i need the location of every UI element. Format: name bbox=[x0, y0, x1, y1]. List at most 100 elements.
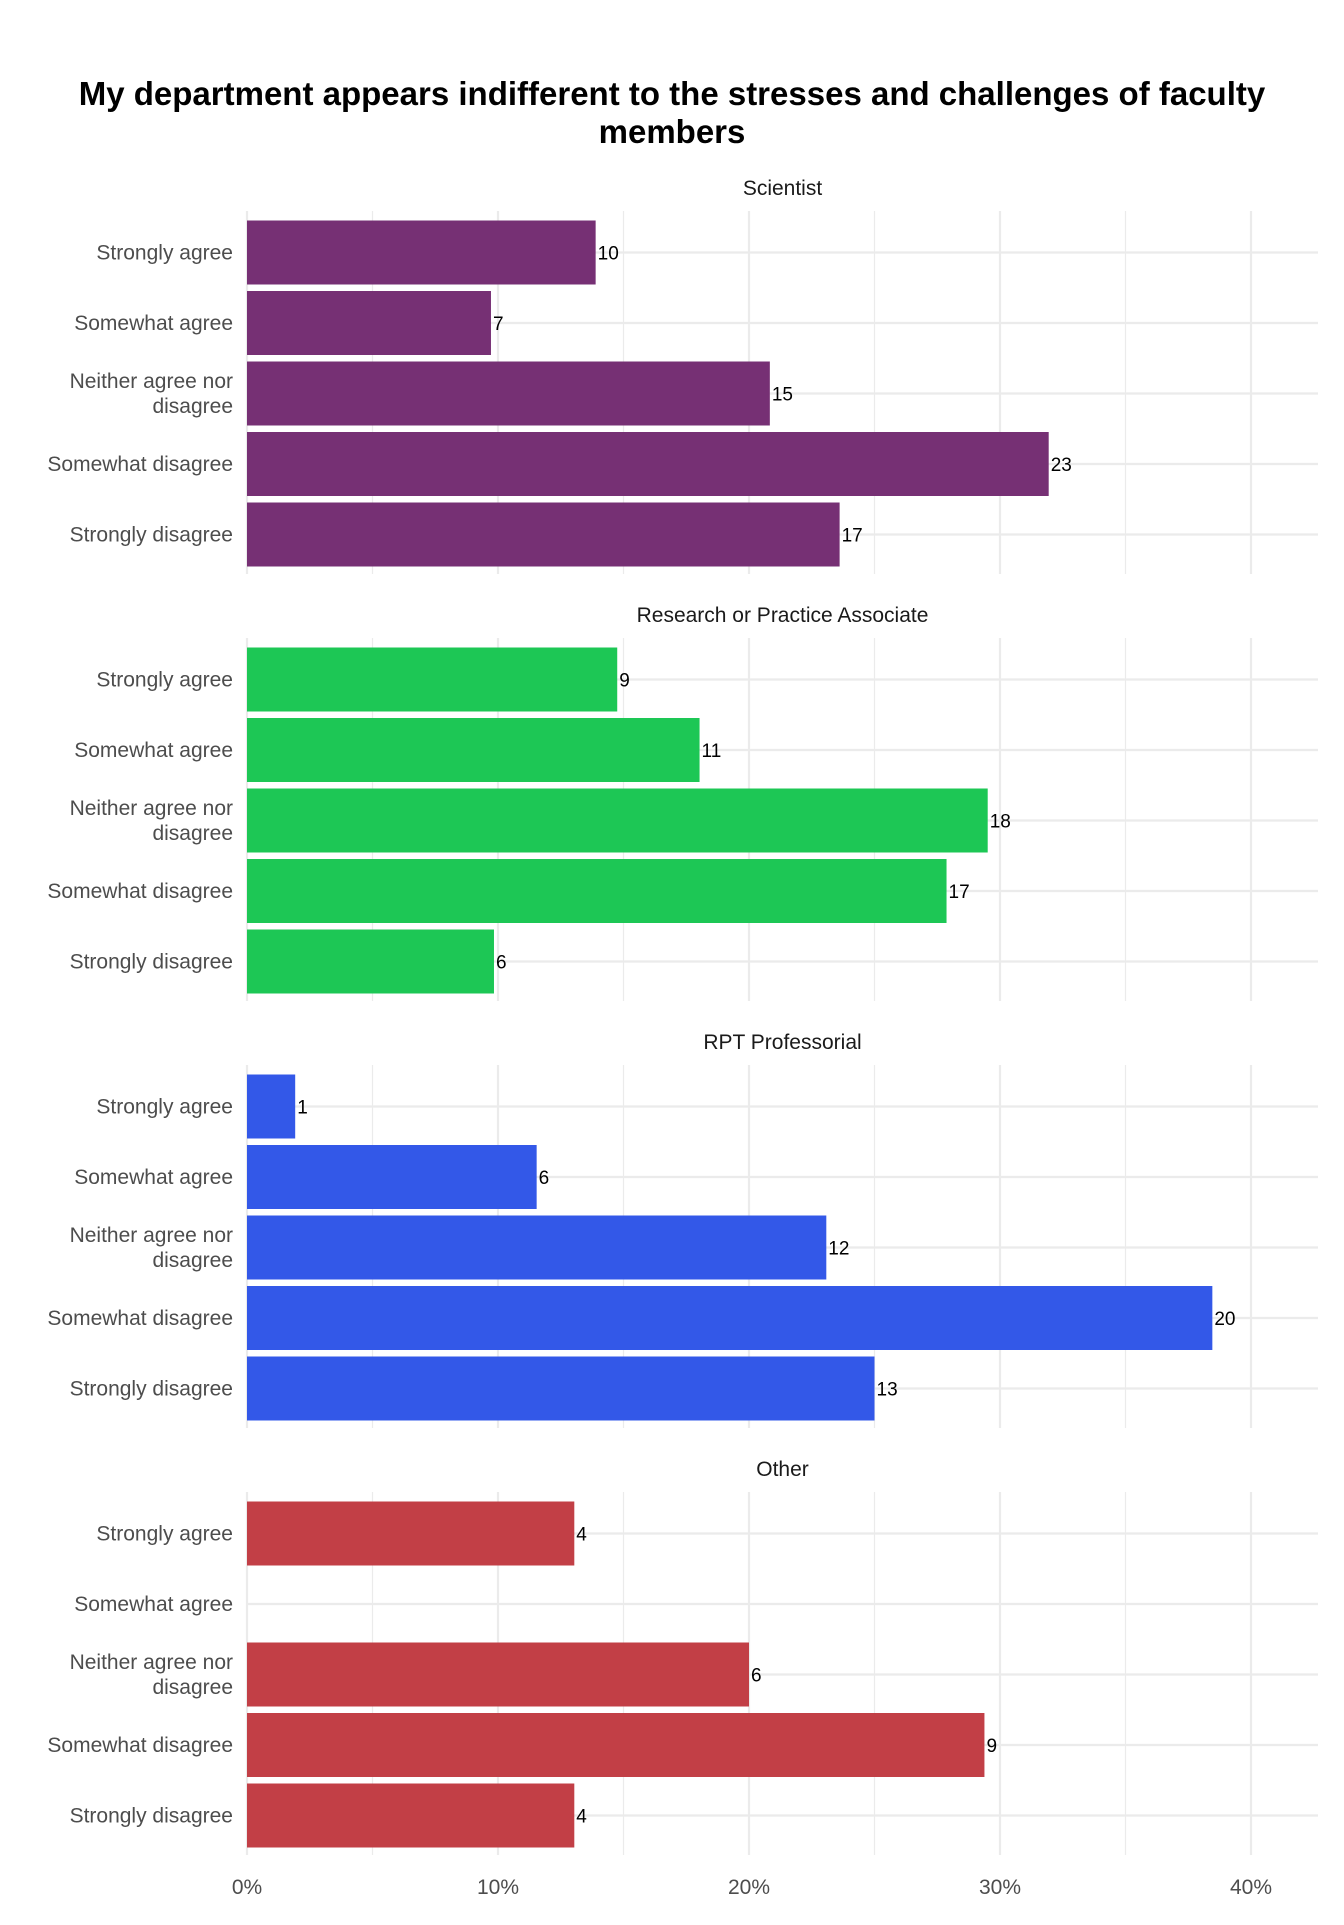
data-label: 17 bbox=[842, 526, 863, 547]
x-tick-label: 10% bbox=[477, 1876, 519, 1899]
bar bbox=[247, 859, 947, 923]
category-label-line: Strongly agree bbox=[96, 1523, 233, 1546]
bar bbox=[247, 1783, 575, 1848]
data-label: 10 bbox=[598, 244, 619, 265]
facet-strip-label: Research or Practice Associate bbox=[637, 604, 929, 627]
category-label-line: Somewhat agree bbox=[74, 739, 233, 762]
data-label: 7 bbox=[493, 314, 504, 335]
data-label: 12 bbox=[828, 1239, 849, 1260]
data-label: 20 bbox=[1214, 1309, 1235, 1330]
category-label-line: Strongly disagree bbox=[70, 524, 233, 547]
category-label: Strongly agree bbox=[96, 242, 233, 265]
category-label: Somewhat disagree bbox=[47, 880, 233, 903]
data-label: 4 bbox=[576, 1807, 587, 1828]
category-label: Strongly disagree bbox=[70, 524, 233, 547]
facet-panel-2: Research or Practice Associate Strongly a… bbox=[47, 604, 1318, 1001]
category-label: Somewhat disagree bbox=[47, 453, 233, 476]
data-label: 9 bbox=[986, 1736, 997, 1757]
category-label-line: Somewhat agree bbox=[74, 312, 233, 335]
data-label: 6 bbox=[751, 1666, 762, 1687]
category-label-line: Somewhat disagree bbox=[47, 1734, 233, 1757]
category-label: Somewhat disagree bbox=[47, 1307, 233, 1330]
bar bbox=[247, 929, 494, 994]
data-label: 17 bbox=[949, 882, 970, 903]
chart-title-line: My department appears indifferent to the… bbox=[79, 75, 1266, 112]
category-label: Strongly agree bbox=[96, 1096, 233, 1119]
category-label: Somewhat agree bbox=[74, 739, 233, 762]
category-label-line: Strongly disagree bbox=[70, 1805, 233, 1828]
bar bbox=[247, 1713, 985, 1777]
data-label: 11 bbox=[702, 741, 722, 762]
category-label-line: Somewhat disagree bbox=[47, 453, 233, 476]
category-label-line: disagree bbox=[152, 395, 233, 418]
chart-title: My department appears indifferent to the… bbox=[79, 75, 1266, 150]
data-label: 6 bbox=[496, 953, 507, 974]
category-label: Strongly disagree bbox=[70, 1378, 233, 1401]
bar bbox=[247, 1356, 875, 1421]
category-label-line: disagree bbox=[152, 822, 233, 845]
bar bbox=[247, 291, 491, 355]
bar bbox=[247, 1074, 296, 1139]
category-label-line: Somewhat disagree bbox=[47, 1307, 233, 1330]
data-label: 23 bbox=[1051, 455, 1072, 476]
x-tick-label: 40% bbox=[1230, 1876, 1272, 1899]
category-label: Strongly disagree bbox=[70, 951, 233, 974]
category-label: Strongly disagree bbox=[70, 1805, 233, 1828]
facet-panel-3: RPT Professorial Strongly agree Somewhat a… bbox=[47, 1031, 1318, 1428]
category-label: Somewhat agree bbox=[74, 1593, 233, 1616]
category-label: Somewhat agree bbox=[74, 312, 233, 335]
facet-panel-1: Scientist Strongly agree Somewhat agree Nei… bbox=[47, 177, 1318, 574]
bar bbox=[247, 1642, 749, 1707]
category-label-line: Strongly agree bbox=[96, 242, 233, 265]
category-label-line: Somewhat agree bbox=[74, 1166, 233, 1189]
data-label: 4 bbox=[576, 1525, 587, 1546]
category-label: Strongly agree bbox=[96, 1523, 233, 1546]
data-label: 15 bbox=[772, 385, 793, 406]
bar bbox=[247, 788, 988, 853]
bar bbox=[247, 718, 700, 782]
category-label-line: Strongly disagree bbox=[70, 951, 233, 974]
category-label-line: Neither agree nor bbox=[70, 370, 233, 393]
category-label-line: disagree bbox=[152, 1676, 233, 1699]
category-label-line: Neither agree nor bbox=[70, 797, 233, 820]
bar bbox=[247, 220, 596, 285]
category-label: Somewhat disagree bbox=[47, 1734, 233, 1757]
bar bbox=[247, 1145, 537, 1209]
x-tick-label: 0% bbox=[232, 1876, 262, 1899]
category-label-line: Neither agree nor bbox=[70, 1224, 233, 1247]
data-label: 9 bbox=[619, 671, 630, 692]
facet-strip-label: Other bbox=[756, 1458, 809, 1481]
data-label: 18 bbox=[990, 812, 1011, 833]
data-label: 1 bbox=[297, 1098, 308, 1119]
chart-title-line: members bbox=[599, 113, 746, 150]
data-label: 6 bbox=[539, 1168, 550, 1189]
category-label-line: Strongly disagree bbox=[70, 1378, 233, 1401]
x-axis: 0% 10% 20% 30% 40% bbox=[232, 1876, 1272, 1899]
category-label-line: Somewhat disagree bbox=[47, 880, 233, 903]
category-label-line: Strongly agree bbox=[96, 1096, 233, 1119]
bar bbox=[247, 361, 770, 426]
bar bbox=[247, 1286, 1213, 1350]
category-label: Strongly agree bbox=[96, 669, 233, 692]
category-label-line: Somewhat agree bbox=[74, 1593, 233, 1616]
data-label: 13 bbox=[877, 1380, 898, 1401]
bar bbox=[247, 1215, 827, 1280]
facet-strip-label: Scientist bbox=[743, 177, 823, 200]
bar bbox=[247, 502, 840, 567]
x-tick-label: 20% bbox=[728, 1876, 770, 1899]
bar bbox=[247, 432, 1049, 496]
category-label-line: Strongly agree bbox=[96, 669, 233, 692]
bar bbox=[247, 1501, 575, 1566]
x-tick-label: 30% bbox=[979, 1876, 1021, 1899]
bar bbox=[247, 647, 618, 712]
category-label-line: Neither agree nor bbox=[70, 1651, 233, 1674]
category-label: Somewhat agree bbox=[74, 1166, 233, 1189]
facet-panel-4: Other Strongly agree Somewhat agree Neither… bbox=[47, 1458, 1318, 1855]
category-label-line: disagree bbox=[152, 1249, 233, 1272]
